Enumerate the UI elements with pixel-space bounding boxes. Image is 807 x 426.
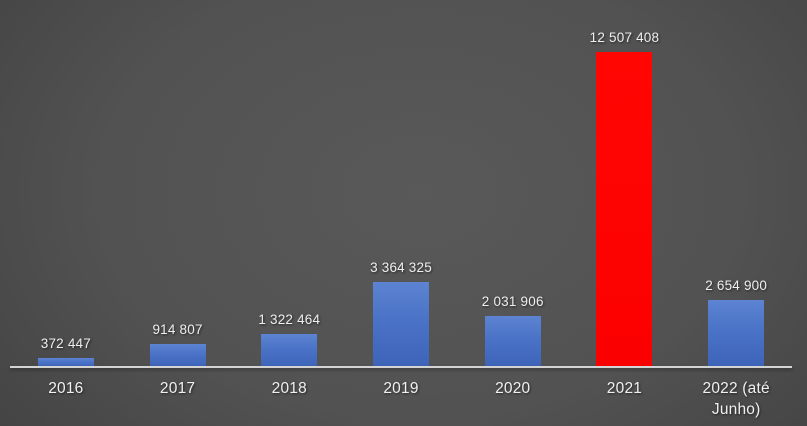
- bar-column-2: 914 807: [122, 0, 234, 367]
- x-axis-line: [10, 366, 792, 368]
- value-label: 1 322 464: [258, 311, 321, 327]
- category-label: 2020: [457, 378, 569, 420]
- bar: [261, 333, 318, 367]
- bar: [149, 343, 206, 367]
- category-axis-labels: 2016 2017 2018 2019 2020 2021 2022 (até Junho): [10, 378, 792, 420]
- category-label-text: 2019: [383, 380, 419, 397]
- category-label-text: 2020: [495, 380, 531, 397]
- category-label-text: 2021: [606, 380, 643, 397]
- category-label-text: 2022 (até Junho): [702, 380, 770, 418]
- bar-column-5: 2 031 906: [457, 0, 569, 367]
- category-label: 2022 (até Junho): [680, 378, 792, 420]
- bar-column-3: 1 322 464: [233, 0, 345, 367]
- category-label: 2017: [122, 378, 234, 420]
- value-label: 914 807: [152, 321, 203, 337]
- bar: [484, 315, 541, 367]
- bar: [708, 300, 765, 367]
- bar: [373, 282, 430, 367]
- bar-column-1: 372 447: [10, 0, 122, 367]
- category-label-text: 2017: [159, 380, 196, 397]
- value-label: 12 507 408: [589, 29, 660, 45]
- bar: [37, 357, 94, 367]
- highlighted-bar: [596, 51, 653, 367]
- category-label-text: 2018: [271, 380, 307, 397]
- category-label: 2018: [233, 378, 345, 420]
- category-label: 2016: [10, 378, 122, 420]
- category-label: 2021: [569, 378, 681, 420]
- value-label: 372 447: [40, 335, 91, 351]
- bar-column-6: 12 507 408: [569, 0, 681, 367]
- bar-column-7: 2 654 900: [680, 0, 792, 367]
- bar-column-4: 3 364 325: [345, 0, 457, 367]
- value-label: 2 654 900: [705, 278, 768, 293]
- plot-area: 372 447 914 807 1 322 464 3 364 325 2 031 90…: [10, 0, 792, 426]
- bars-container: 372 447 914 807 1 322 464 3 364 325 2 031 90…: [10, 0, 792, 367]
- category-label: 2019: [345, 378, 457, 420]
- value-label: 2 031 906: [481, 293, 544, 309]
- category-label-text: 2016: [48, 380, 84, 397]
- value-label: 3 364 325: [370, 260, 432, 276]
